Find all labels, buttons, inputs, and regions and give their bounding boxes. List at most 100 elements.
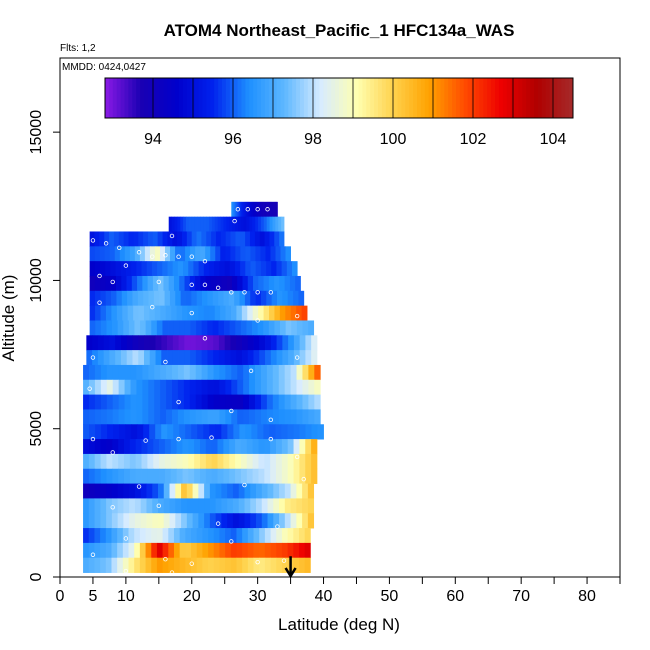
heatmap-cell [227, 483, 234, 499]
heatmap-cell [250, 290, 256, 307]
sample-point [136, 250, 142, 255]
sample-points [87, 207, 306, 575]
heatmap-cell [177, 394, 185, 410]
heatmap-cell [100, 320, 107, 336]
heatmap-cell [252, 201, 254, 218]
heatmap-cell [191, 216, 196, 232]
heatmap-cell [168, 528, 175, 544]
heatmap-cell [255, 409, 262, 425]
heatmap-cell [184, 335, 191, 351]
heatmap-cell [129, 498, 136, 514]
heatmap-cell [223, 439, 230, 455]
heatmap-cell [186, 498, 193, 514]
heatmap-cell [122, 528, 129, 544]
heatmap-cell [211, 216, 216, 232]
sample-point [202, 336, 208, 341]
heatmap-cell [237, 216, 242, 232]
heatmap-cell [198, 483, 205, 499]
colorbar-swatch [296, 78, 301, 118]
heatmap-cell [188, 439, 195, 455]
heatmap-cell [106, 364, 114, 381]
heatmap-cell [207, 394, 214, 410]
heatmap-cell [252, 305, 259, 321]
heatmap-cell [265, 335, 272, 351]
heatmap-cell [99, 246, 106, 262]
heatmap-cell [235, 320, 242, 336]
heatmap-cell [246, 201, 248, 218]
heatmap-cell [253, 528, 260, 544]
colorbar-tick-label: 100 [380, 131, 407, 148]
heatmap-cell [137, 290, 144, 307]
heatmap-cell [194, 216, 198, 232]
sample-point [90, 436, 96, 442]
heatmap-cell [275, 201, 277, 218]
heatmap-cell [281, 453, 289, 470]
heatmap-cell [231, 409, 238, 425]
heatmap-cell [148, 379, 155, 396]
heatmap-cell [205, 246, 211, 262]
heatmap-cell [298, 528, 306, 544]
colorbar-swatch [561, 78, 566, 118]
heatmap-cell [166, 364, 173, 381]
colorbar-swatch [413, 78, 418, 118]
heatmap-cell [169, 513, 176, 529]
heatmap-cell [134, 498, 142, 514]
heatmap-cell [188, 216, 193, 232]
heatmap-cell [314, 409, 321, 425]
heatmap-cell [207, 290, 214, 307]
heatmap-cell [172, 379, 179, 396]
heatmap-cell [253, 201, 255, 218]
heatmap-cell [269, 424, 276, 440]
heatmap-cell [198, 513, 205, 529]
heatmap-cell [213, 528, 220, 544]
colorbar-swatch [237, 78, 242, 118]
heatmap-cell [94, 379, 102, 396]
heatmap-cell [282, 290, 289, 307]
heatmap-cell [83, 513, 90, 529]
sample-point [163, 253, 168, 258]
heatmap-cell [287, 424, 294, 440]
heatmap-cell [203, 305, 210, 321]
heatmap-cell [233, 201, 236, 218]
heatmap-cell [176, 453, 183, 470]
heatmap-cell [230, 350, 237, 366]
heatmap-cell [153, 290, 160, 307]
heatmap-cell [208, 261, 215, 277]
sample-point [255, 290, 260, 295]
heatmap-cell [95, 320, 102, 336]
heatmap-cell [198, 261, 205, 277]
heatmap-cell [88, 409, 96, 425]
heatmap-cell [276, 350, 283, 366]
sample-point [294, 355, 300, 360]
colorbar-swatch [233, 78, 239, 118]
colorbar-swatch [245, 78, 250, 118]
heatmap-cell [275, 216, 279, 232]
heatmap-cell [182, 453, 189, 470]
colorbar-swatch [487, 78, 492, 118]
heatmap-cell [272, 216, 276, 232]
heatmap-cell [264, 557, 271, 573]
heatmap-cell [279, 275, 286, 292]
heatmap-cell [94, 453, 101, 470]
heatmap-cell [225, 305, 232, 321]
heatmap-cell [168, 542, 175, 559]
heatmap-cell [88, 453, 96, 470]
sample-point [281, 558, 287, 563]
heatmap-cell [237, 201, 239, 218]
colorbar-swatch [183, 78, 188, 118]
heatmap-cell [201, 320, 208, 336]
x-tick-label: 5 [88, 588, 97, 605]
heatmap-cell [259, 335, 266, 351]
heatmap-cell [247, 335, 254, 351]
heatmap-cell [235, 439, 242, 455]
colorbar-swatch [315, 78, 320, 118]
heatmap-cell [145, 320, 152, 336]
heatmap-cell [267, 513, 274, 529]
heatmap-cell [225, 394, 232, 410]
heatmap-cell [123, 483, 130, 499]
colorbar-swatch [186, 78, 192, 118]
heatmap-cell [106, 320, 113, 336]
heatmap-cell [227, 498, 234, 514]
colorbar-swatch [545, 78, 551, 118]
heatmap-cell [249, 409, 256, 425]
